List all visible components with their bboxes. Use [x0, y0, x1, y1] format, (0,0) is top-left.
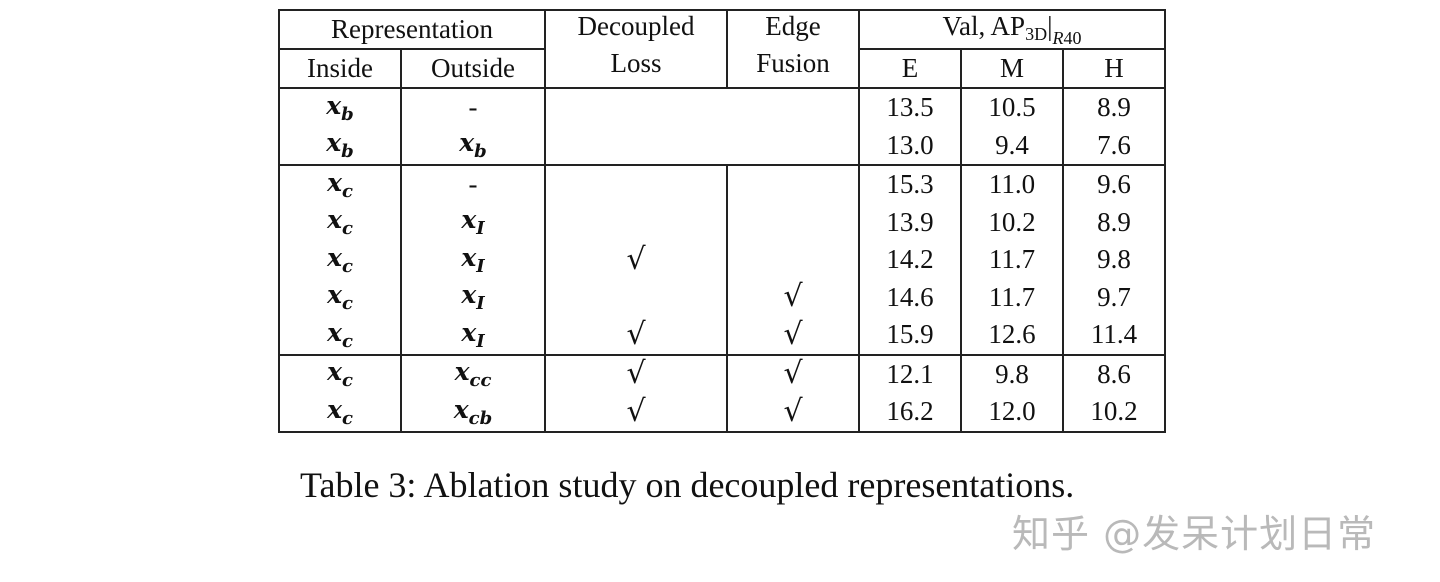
cell-M: 12.6: [960, 316, 1064, 355]
cell-H: 8.9: [1062, 87, 1166, 127]
cell-inside: xc: [278, 164, 402, 204]
cell-edge-fusion: √: [726, 316, 860, 355]
table-row: xc xcb √ √ 16.2 12.0 10.2: [278, 393, 1166, 433]
cell-H: 11.4: [1062, 316, 1166, 355]
header-representation: Representation: [278, 9, 546, 49]
cell-M: 10.2: [960, 203, 1064, 241]
cell-M: 11.7: [960, 278, 1064, 316]
cell-H: 9.7: [1062, 278, 1166, 316]
cell-edge-fusion: [726, 164, 860, 204]
cell-inside: xc: [278, 393, 402, 433]
cell-edge-fusion: √: [726, 353, 860, 393]
cell-outside: xI: [400, 316, 546, 355]
table-row: xc xI √ 14.6 11.7 9.7: [278, 278, 1166, 316]
header-edge-fusion: Edge Fusion: [726, 9, 860, 89]
table-row: xc xcc √ √ 12.1 9.8 8.6: [278, 353, 1166, 393]
cell-edge-fusion: √: [726, 278, 860, 316]
header-metric: Val, AP3D|R40: [858, 9, 1166, 49]
cell-H: 7.6: [1062, 126, 1166, 165]
cell-inside: xc: [278, 203, 402, 241]
cell-E: 14.2: [858, 241, 962, 279]
header-inside: Inside: [278, 48, 402, 88]
table-caption: Table 3: Ablation study on decoupled rep…: [300, 465, 1075, 505]
cell-M: 11.7: [960, 241, 1064, 279]
cell-H: 9.6: [1062, 164, 1166, 204]
table-row: xb - 13.5 10.5 8.9: [278, 87, 1166, 165]
header-moderate: M: [960, 48, 1064, 88]
table-row: xc xI 13.9 10.2 8.9: [278, 203, 1166, 241]
cell-inside: xc: [278, 241, 402, 279]
cell-edge-fusion: [726, 241, 860, 279]
cell-inside: xb: [278, 87, 402, 127]
cell-M: 10.5: [960, 87, 1064, 127]
cell-outside: xI: [400, 241, 546, 279]
cell-decoupled-loss: √: [544, 353, 728, 393]
cell-outside: -: [400, 87, 546, 127]
cell-decoupled-loss: √: [544, 241, 728, 279]
cell-outside: xb: [400, 126, 546, 165]
cell-outside: xcc: [400, 353, 546, 393]
cell-H: 8.6: [1062, 353, 1166, 393]
cell-decoupled-loss: [544, 203, 728, 241]
cell-M: 12.0: [960, 393, 1064, 433]
cell-inside: xb: [278, 126, 402, 165]
cell-decoupled-loss: [544, 278, 728, 316]
cell-M: 11.0: [960, 164, 1064, 204]
cell-E: 12.1: [858, 353, 962, 393]
header-decoupled-loss: Decoupled Loss: [544, 9, 728, 89]
cell-E: 13.9: [858, 203, 962, 241]
table-row: xc xI √ √ 15.9 12.6 11.4: [278, 316, 1166, 355]
cell-E: 15.3: [858, 164, 962, 204]
cell-inside: xc: [278, 316, 402, 355]
watermark: 知乎 @发呆计划日常: [1012, 512, 1377, 556]
cell-E: 13.5: [858, 87, 962, 127]
table-row: xc - 15.3 11.0 9.6: [278, 164, 1166, 204]
cell-outside: xI: [400, 203, 546, 241]
ablation-table: Representation Decoupled Loss Edge Fusion …: [278, 9, 1166, 433]
table-row: xb xb 13.0 9.4 7.6: [278, 126, 1166, 165]
cell-outside: xI: [400, 278, 546, 316]
header-hard: H: [1062, 48, 1166, 88]
cell-outside: xcb: [400, 393, 546, 433]
header-easy: E: [858, 48, 962, 88]
cell-H: 10.2: [1062, 393, 1166, 433]
cell-H: 9.8: [1062, 241, 1166, 279]
cell-outside: -: [400, 164, 546, 204]
cell-H: 8.9: [1062, 203, 1166, 241]
cell-E: 14.6: [858, 278, 962, 316]
cell-decoupled-loss: [544, 87, 860, 165]
cell-M: 9.4: [960, 126, 1064, 165]
cell-inside: xc: [278, 353, 402, 393]
table-row: xc xI √ 14.2 11.7 9.8: [278, 241, 1166, 279]
cell-decoupled-loss: √: [544, 393, 728, 433]
cell-E: 16.2: [858, 393, 962, 433]
header-outside: Outside: [400, 48, 546, 88]
cell-edge-fusion: [726, 203, 860, 241]
cell-edge-fusion: √: [726, 393, 860, 433]
cell-decoupled-loss: [544, 164, 728, 204]
cell-inside: xc: [278, 278, 402, 316]
cell-E: 15.9: [858, 316, 962, 355]
cell-E: 13.0: [858, 126, 962, 165]
cell-M: 9.8: [960, 353, 1064, 393]
cell-decoupled-loss: √: [544, 316, 728, 355]
